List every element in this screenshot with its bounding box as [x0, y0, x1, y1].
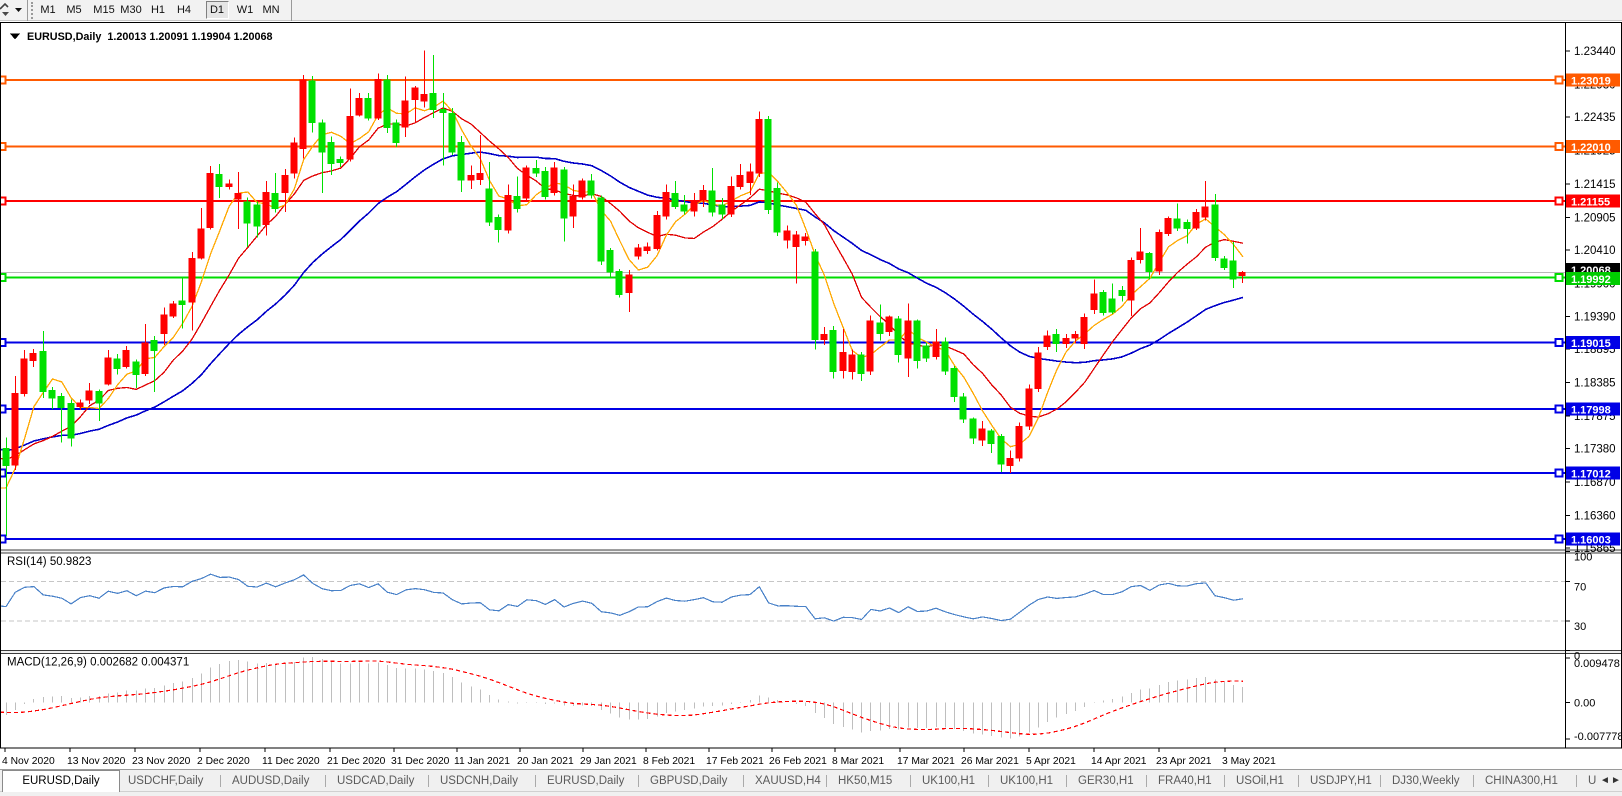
- svg-text:26 Mar 2021: 26 Mar 2021: [961, 756, 1019, 767]
- svg-text:11 Dec 2020: 11 Dec 2020: [262, 756, 320, 767]
- svg-text:1.17998: 1.17998: [1571, 405, 1611, 417]
- svg-text:1.19992: 1.19992: [1571, 274, 1611, 286]
- svg-text:11 Jan 2021: 11 Jan 2021: [454, 756, 510, 767]
- svg-text:14 Apr 2021: 14 Apr 2021: [1091, 756, 1147, 767]
- svg-text:0.009478: 0.009478: [1574, 658, 1620, 670]
- svg-text:1.22010: 1.22010: [1571, 142, 1611, 154]
- svg-text:29 Jan 2021: 29 Jan 2021: [580, 756, 637, 767]
- svg-text:1.16003: 1.16003: [1571, 535, 1611, 547]
- svg-text:17 Mar 2021: 17 Mar 2021: [897, 756, 955, 767]
- svg-text:13 Nov 2020: 13 Nov 2020: [67, 756, 126, 767]
- svg-text:26 Feb 2021: 26 Feb 2021: [769, 756, 827, 767]
- svg-text:1.23019: 1.23019: [1571, 76, 1611, 88]
- svg-text:3 May 2021: 3 May 2021: [1222, 756, 1276, 767]
- svg-text:4 Nov 2020: 4 Nov 2020: [2, 756, 55, 767]
- svg-text:1.16360: 1.16360: [1574, 510, 1616, 522]
- svg-text:1.20905: 1.20905: [1574, 212, 1616, 224]
- svg-text:1.15865: 1.15865: [1574, 543, 1616, 555]
- svg-text:1.21415: 1.21415: [1574, 179, 1616, 191]
- svg-text:5 Apr 2021: 5 Apr 2021: [1026, 756, 1076, 767]
- svg-text:23 Apr 2021: 23 Apr 2021: [1156, 756, 1212, 767]
- svg-text:-0.007778: -0.007778: [1574, 731, 1622, 743]
- svg-text:EURUSD,Daily 1.20013 1.20091: EURUSD,Daily 1.20013 1.20091 1.19904 1.2…: [27, 31, 273, 43]
- svg-text:1.19015: 1.19015: [1571, 338, 1611, 350]
- svg-text:31 Dec 2020: 31 Dec 2020: [391, 756, 450, 767]
- svg-text:21 Dec 2020: 21 Dec 2020: [327, 756, 386, 767]
- svg-text:8 Mar 2021: 8 Mar 2021: [832, 756, 884, 767]
- svg-text:1.20410: 1.20410: [1574, 245, 1616, 257]
- svg-text:1.17380: 1.17380: [1574, 444, 1616, 456]
- svg-text:1.17012: 1.17012: [1571, 469, 1611, 481]
- svg-text:1.19390: 1.19390: [1574, 312, 1616, 324]
- svg-text:17 Feb 2021: 17 Feb 2021: [706, 756, 764, 767]
- svg-text:20 Jan 2021: 20 Jan 2021: [517, 756, 574, 767]
- svg-text:MACD(12,26,9) 0.002682 0.00437: MACD(12,26,9) 0.002682 0.004371: [7, 657, 189, 669]
- svg-text:RSI(14) 50.9823: RSI(14) 50.9823: [7, 556, 91, 568]
- svg-text:100: 100: [1574, 552, 1592, 564]
- svg-text:0.00: 0.00: [1574, 698, 1595, 710]
- svg-text:23 Nov 2020: 23 Nov 2020: [132, 756, 191, 767]
- svg-text:1.16870: 1.16870: [1574, 477, 1616, 489]
- svg-text:1.21155: 1.21155: [1571, 197, 1610, 209]
- svg-text:2 Dec 2020: 2 Dec 2020: [197, 756, 250, 767]
- svg-text:70: 70: [1574, 581, 1586, 593]
- svg-text:1.18385: 1.18385: [1574, 378, 1616, 390]
- svg-text:1.23440: 1.23440: [1574, 46, 1616, 58]
- svg-text:1.22435: 1.22435: [1574, 112, 1616, 124]
- svg-text:8 Feb 2021: 8 Feb 2021: [643, 756, 695, 767]
- svg-text:0: 0: [1574, 651, 1580, 663]
- svg-text:30: 30: [1574, 621, 1586, 633]
